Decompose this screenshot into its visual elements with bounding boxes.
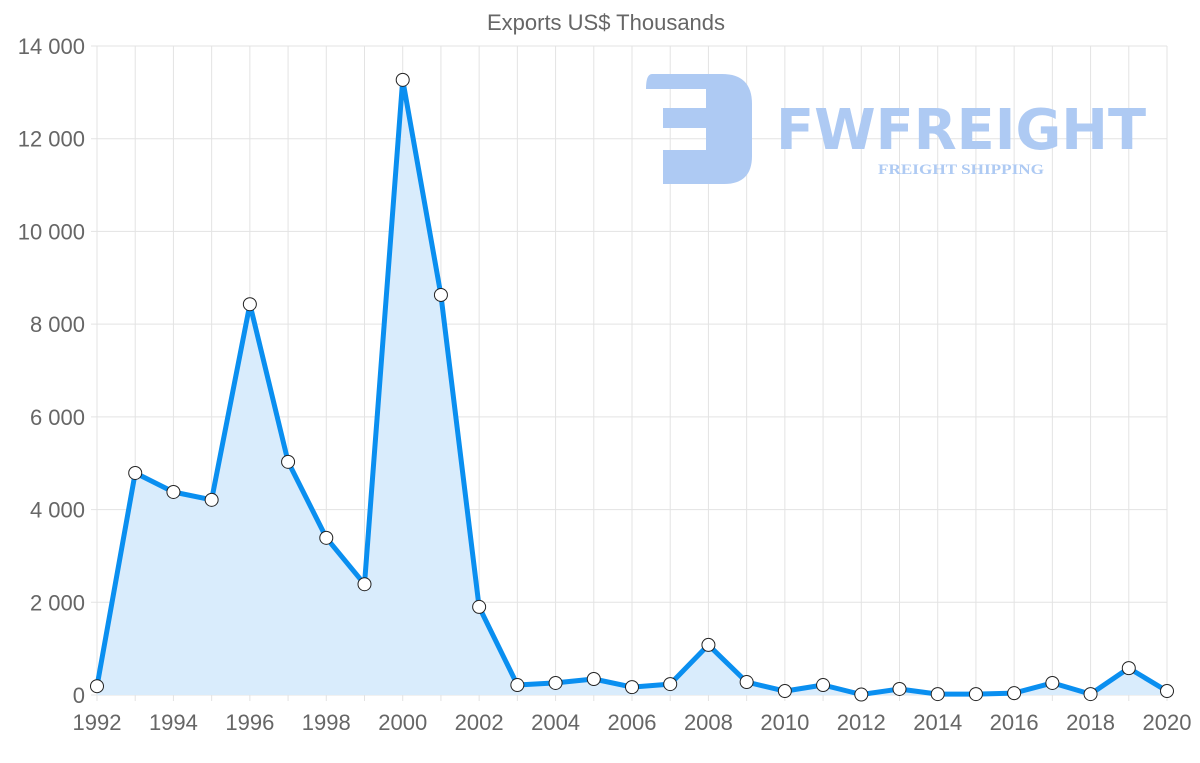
data-point [816,678,831,693]
data-point [204,492,219,507]
y-tick-label: 0 [73,683,85,708]
x-tick-label: 2018 [1066,710,1115,735]
x-tick-label: 2014 [913,710,962,735]
logo-mark-icon [646,74,752,184]
data-point [395,72,410,87]
y-tick-label: 14 000 [18,34,85,59]
x-tick-label: 2016 [990,710,1039,735]
data-point [281,454,296,469]
data-point [357,577,372,592]
x-tick-label: 2000 [378,710,427,735]
data-point [433,287,448,302]
data-point [625,680,639,695]
series-layer [90,72,1174,702]
x-tick-label: 2002 [455,710,504,735]
x-tick-label: 2010 [760,710,809,735]
data-point [663,677,678,692]
x-tick-label: 2006 [608,710,657,735]
x-tick-label: 1998 [302,710,351,735]
watermark-logo: FWFREIGHT FREIGHT SHIPPING [646,74,1146,184]
y-tick-label: 12 000 [18,127,85,152]
logo-tagline: FREIGHT SHIPPING [878,162,1044,178]
y-tick-label: 10 000 [18,219,85,244]
data-point [892,681,907,696]
data-point [739,675,754,690]
data-point [586,672,601,687]
y-tick-label: 8 000 [30,312,85,337]
x-tick-label: 1994 [149,710,198,735]
data-point [242,297,257,312]
y-tick-label: 6 000 [30,405,85,430]
logo-brand: FWFREIGHT [776,98,1146,163]
chart-title: Exports US$ Thousands [487,10,725,35]
data-point [548,675,563,690]
data-point [854,687,869,702]
data-point [1083,687,1098,702]
data-point [777,684,792,699]
data-point [1045,675,1060,690]
data-point [166,484,181,499]
x-tick-label: 2004 [531,710,580,735]
data-point [1160,684,1174,699]
data-point [128,465,143,480]
data-point [319,530,334,545]
grid [91,45,1168,701]
data-point [930,687,945,702]
data-point [510,678,525,693]
x-tick-label: 2012 [837,710,886,735]
data-point [701,637,716,652]
data-point [1007,686,1022,701]
x-tick-label: 2008 [684,710,733,735]
y-tick-label: 2 000 [30,590,85,615]
x-tick-label: 2020 [1143,710,1192,735]
data-point [90,679,104,694]
x-tick-label: 1996 [225,710,274,735]
axes: 0 2 000 4 000 6 000 8 000 10 000 12 000 14 000 1… [18,34,1192,735]
series-area [97,79,1167,696]
data-point [472,599,487,614]
y-tick-label: 4 000 [30,498,85,523]
data-point [1121,661,1136,676]
x-tick-label: 1992 [73,710,122,735]
data-point [968,687,983,702]
